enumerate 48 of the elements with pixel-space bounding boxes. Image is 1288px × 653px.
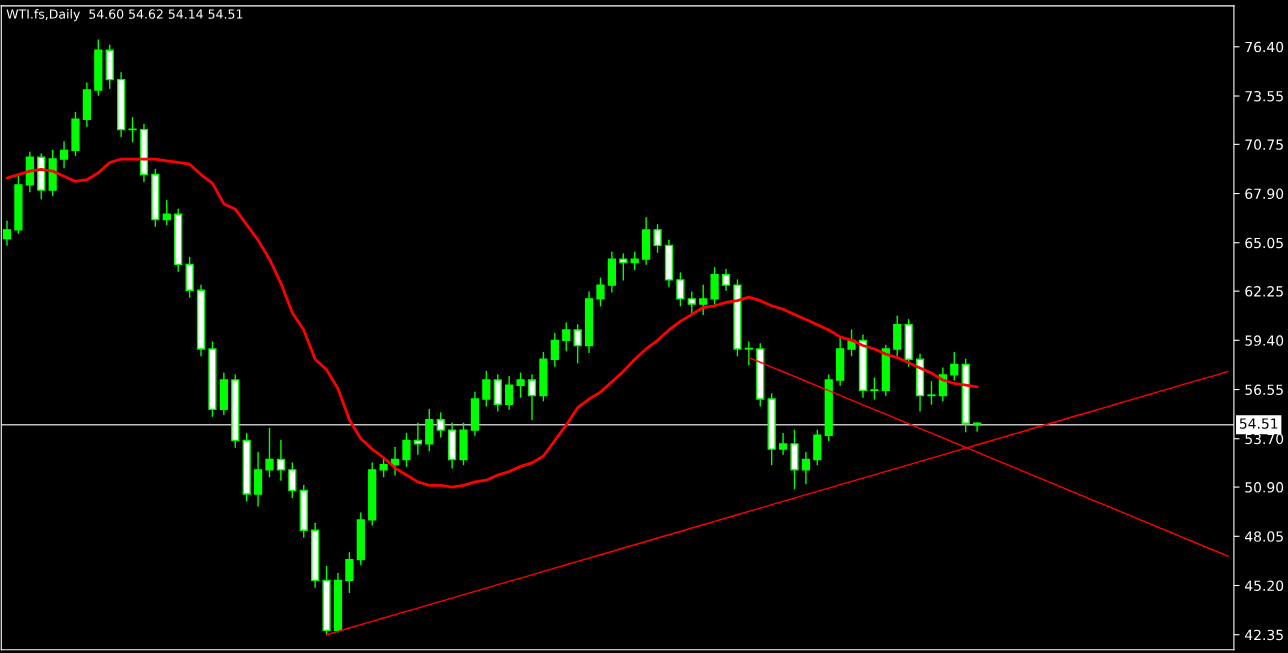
candlestick — [550, 332, 559, 367]
candlestick — [699, 284, 708, 316]
candlestick — [436, 412, 445, 438]
candlestick — [950, 351, 959, 381]
candlestick — [562, 322, 571, 352]
candlestick — [619, 253, 628, 281]
candlestick — [128, 116, 137, 143]
candlestick — [505, 375, 514, 411]
candlestick — [687, 291, 696, 314]
candlestick — [721, 268, 731, 291]
y-tick-label: 59.40 — [1245, 335, 1284, 346]
chart-title: WTI.fs,Daily 54.60 54.62 54.14 54.51 — [6, 9, 243, 22]
candlestick — [162, 199, 171, 226]
candlestick — [59, 141, 69, 169]
candlestick — [653, 223, 662, 253]
y-tick-label: 73.55 — [1245, 90, 1283, 102]
candlestick — [527, 374, 537, 421]
y-tick-label: 76.40 — [1245, 41, 1284, 53]
candlestick — [482, 370, 491, 407]
ref-line-label: 54.51 — [1239, 418, 1278, 429]
candlestick — [402, 432, 411, 468]
candlestick — [288, 462, 297, 499]
candlestick — [744, 341, 753, 366]
candlestick — [379, 457, 388, 478]
candlestick — [778, 432, 788, 455]
candlestick — [345, 552, 354, 594]
y-tick-label: 67.90 — [1245, 188, 1284, 200]
candlestick — [870, 377, 879, 400]
candlestick — [2, 220, 12, 247]
y-tick-label: 62.25 — [1245, 286, 1283, 297]
y-tick-label: 65.05 — [1245, 237, 1283, 249]
candlestick — [573, 324, 582, 364]
y-tick-label: 45.20 — [1245, 580, 1284, 591]
y-tick-label: 70.75 — [1245, 139, 1283, 150]
candlestick — [413, 422, 422, 455]
candlestick — [516, 372, 525, 398]
y-tick-label: 50.90 — [1245, 482, 1284, 493]
candlestick — [927, 381, 936, 405]
candlestick — [276, 439, 286, 481]
y-tick-label: 56.55 — [1245, 384, 1283, 396]
candlestick — [801, 451, 811, 485]
y-tick-label: 53.70 — [1245, 433, 1284, 445]
y-tick-label: 42.35 — [1245, 629, 1283, 641]
candlestick — [265, 427, 274, 478]
candlestick — [676, 272, 685, 307]
candlestick — [596, 277, 605, 307]
y-tick-label: 48.05 — [1245, 531, 1283, 542]
line-series — [5, 157, 979, 489]
